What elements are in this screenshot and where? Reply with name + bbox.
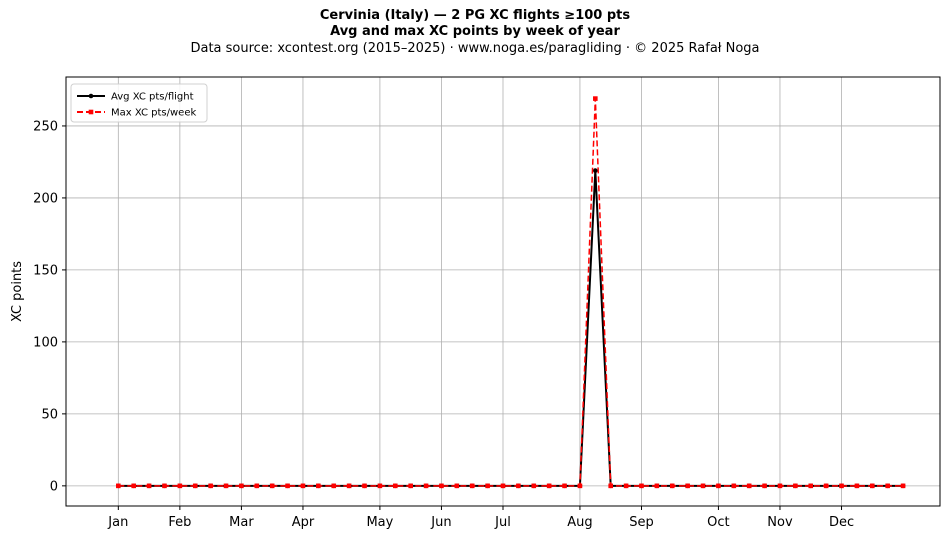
data-point — [254, 483, 260, 489]
data-point — [854, 483, 860, 489]
data-point — [900, 483, 906, 489]
data-point — [177, 483, 183, 489]
data-point — [285, 483, 290, 489]
legend-marker — [88, 109, 94, 115]
data-point — [669, 483, 675, 489]
data-point — [239, 483, 244, 489]
data-point — [562, 483, 567, 489]
data-point — [331, 483, 337, 489]
x-tick-label: Feb — [168, 515, 191, 530]
data-source-note: Data source: xcontest.org (2015–2025) · … — [190, 41, 760, 56]
y-tick-label: 150 — [33, 263, 58, 278]
data-point — [762, 483, 767, 489]
grid — [66, 77, 940, 506]
data-point — [654, 483, 660, 489]
data-point — [531, 483, 537, 489]
data-point — [608, 483, 614, 489]
data-point — [192, 483, 198, 489]
y-tick-label: 0 — [50, 479, 58, 494]
x-tick-label: Apr — [292, 515, 315, 530]
data-point — [623, 483, 629, 489]
data-point — [377, 483, 383, 489]
data-point — [516, 483, 521, 489]
data-point — [823, 483, 829, 489]
x-tick-label: Dec — [829, 515, 854, 530]
x-tick-label: Mar — [229, 515, 254, 530]
x-tick-label: May — [366, 515, 393, 530]
data-point — [869, 483, 875, 489]
data-point — [885, 483, 890, 489]
data-point — [593, 96, 598, 101]
data-point — [716, 483, 721, 489]
data-point — [423, 483, 429, 489]
x-tick-label: Sep — [629, 515, 654, 530]
series-0 — [116, 168, 906, 489]
data-point — [546, 483, 552, 489]
data-point — [746, 483, 752, 489]
data-point — [454, 483, 460, 489]
data-point — [639, 483, 644, 489]
data-point — [408, 483, 413, 489]
y-tick-label: 50 — [41, 407, 58, 422]
data-point — [777, 483, 783, 489]
data-point — [162, 483, 167, 489]
chart-subtitle: Avg and max XC points by week of year — [330, 24, 620, 39]
x-tick-label: Jun — [430, 515, 451, 530]
data-point — [269, 483, 275, 489]
series-layer — [116, 96, 906, 489]
x-tick-label: Jul — [494, 515, 511, 530]
data-point — [793, 483, 798, 489]
data-point — [116, 483, 121, 489]
data-point — [808, 483, 814, 489]
y-tick-label: 200 — [33, 191, 58, 206]
data-point — [700, 483, 706, 489]
legend-label: Max XC pts/week — [111, 108, 196, 119]
series-line — [118, 98, 904, 487]
data-point — [731, 483, 737, 489]
legend-label: Avg XC pts/flight — [111, 92, 194, 103]
data-point — [485, 483, 490, 489]
data-point — [839, 483, 844, 489]
data-point — [593, 168, 598, 173]
data-point — [392, 483, 398, 489]
y-tick-label: 100 — [33, 335, 58, 350]
data-point — [223, 483, 229, 489]
data-point — [208, 483, 213, 489]
y-tick-label: 250 — [33, 119, 58, 134]
data-point — [300, 483, 306, 489]
data-point — [362, 483, 367, 489]
x-axis: Jan Feb Mar Apr May Jun Jul Aug Sep Oct Nov Dec — [107, 506, 854, 530]
data-point — [131, 483, 137, 489]
x-tick-label: Jan — [107, 515, 128, 530]
y-axis-label: XC points — [10, 261, 25, 322]
data-point — [146, 483, 152, 489]
y-axis: 0 50 100 150 200 250 — [33, 119, 66, 494]
legend-marker — [88, 93, 94, 99]
series-1 — [116, 96, 906, 489]
data-point — [346, 483, 352, 489]
x-tick-label: Nov — [767, 515, 793, 530]
series-line — [118, 170, 904, 487]
x-tick-label: Oct — [707, 515, 729, 530]
data-point — [685, 483, 690, 489]
data-point — [469, 483, 475, 489]
data-point — [439, 483, 444, 489]
x-tick-label: Aug — [567, 515, 592, 530]
chart-title: Cervinia (Italy) — 2 PG XC flights ≥100 … — [319, 8, 631, 23]
legend: Avg XC pts/flight Max XC pts/week — [70, 83, 208, 123]
data-point — [577, 483, 583, 489]
data-point — [500, 483, 506, 489]
data-point — [316, 483, 321, 489]
